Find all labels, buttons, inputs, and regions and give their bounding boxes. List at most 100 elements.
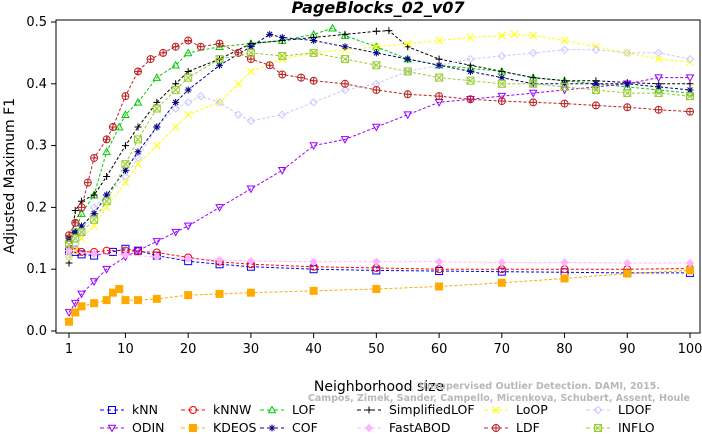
data-point [655, 83, 663, 91]
y-tick-label: 0.0 [26, 324, 47, 339]
data-point [497, 51, 507, 61]
data-point [152, 141, 161, 150]
data-point [466, 67, 474, 75]
data-point [78, 222, 86, 230]
series-cof [65, 30, 694, 242]
data-point [65, 317, 73, 326]
data-point [247, 49, 255, 57]
data-point [277, 167, 287, 175]
data-point [435, 92, 443, 100]
data-point [134, 148, 142, 156]
data-point [340, 85, 350, 95]
data-point [90, 215, 98, 224]
data-point [497, 79, 506, 88]
data-point [278, 110, 287, 119]
data-point [134, 123, 142, 131]
series-line [68, 250, 690, 264]
series-odin [64, 74, 695, 317]
data-point [497, 79, 506, 88]
data-point [278, 52, 287, 60]
data-point [171, 123, 180, 131]
data-point [404, 55, 412, 63]
data-point [403, 39, 412, 48]
data-point [341, 30, 349, 38]
data-point [121, 178, 130, 187]
legend-item-ldf: LDF [484, 420, 540, 434]
data-point [152, 104, 161, 113]
data-point [134, 296, 142, 305]
data-point [108, 406, 116, 414]
data-point [623, 89, 632, 98]
legend-item-kdeos: KDEOS [181, 420, 257, 434]
legend-item-simplifiedlof: SimplifiedLOF [357, 402, 475, 417]
data-point [103, 135, 111, 143]
legend-label: ODIN [132, 420, 165, 434]
data-point [184, 86, 192, 94]
data-point [466, 76, 475, 85]
data-point [466, 76, 475, 85]
data-point [498, 67, 506, 75]
x-tick-label: 40 [305, 342, 322, 357]
data-point [340, 136, 350, 144]
series-line [68, 49, 691, 258]
plot-area [64, 23, 695, 326]
data-point [215, 204, 224, 212]
legend-item-knnw: kNNW [181, 402, 251, 417]
data-point [246, 288, 255, 297]
data-point [183, 98, 193, 107]
data-point [171, 60, 180, 69]
data-point [134, 67, 142, 75]
y-tick-label: 0.2 [26, 200, 47, 215]
data-point [70, 299, 80, 308]
data-point [90, 210, 98, 218]
data-point [654, 48, 663, 58]
credit-line-2: Unsupervised Outlier Detection. DAMI, 20… [419, 381, 660, 392]
legend-item-odin: ODIN [100, 420, 165, 434]
data-point [71, 219, 79, 227]
data-point [267, 405, 277, 414]
data-point [90, 299, 99, 308]
data-point [133, 97, 143, 106]
legend-item-lof: LOF [260, 402, 316, 417]
legend-label: FastABOD [389, 420, 451, 434]
data-point [215, 55, 224, 64]
data-point [591, 45, 601, 55]
data-point [234, 110, 243, 119]
data-point [594, 424, 602, 432]
data-point [71, 308, 80, 317]
data-point [189, 424, 197, 432]
data-point [497, 267, 506, 276]
data-point [121, 92, 129, 100]
data-point [278, 71, 286, 79]
data-point [183, 254, 193, 263]
data-point [497, 92, 507, 101]
data-point [84, 179, 92, 187]
data-point [403, 67, 412, 76]
y-tick-label: 0.3 [26, 139, 47, 154]
plot-frame [55, 19, 701, 334]
data-point [64, 252, 74, 262]
x-tick-label: 60 [431, 342, 448, 357]
data-point [246, 185, 256, 194]
data-point [498, 97, 506, 105]
data-point [121, 160, 130, 169]
data-point [247, 43, 255, 51]
data-point [108, 247, 117, 256]
series-line [68, 39, 691, 236]
data-point [685, 54, 695, 64]
data-point [152, 294, 161, 303]
data-point [89, 278, 99, 287]
x-tick-label: 70 [494, 342, 511, 357]
data-point [77, 228, 86, 236]
data-point [216, 61, 224, 69]
series-line [68, 33, 691, 258]
data-point [686, 92, 694, 101]
data-point [121, 172, 130, 181]
y-tick-label: 0.5 [26, 15, 47, 30]
data-point [404, 90, 412, 98]
data-point [310, 77, 318, 85]
data-point [77, 302, 86, 311]
data-point [266, 30, 274, 38]
data-point [152, 104, 161, 113]
data-point [435, 61, 443, 69]
